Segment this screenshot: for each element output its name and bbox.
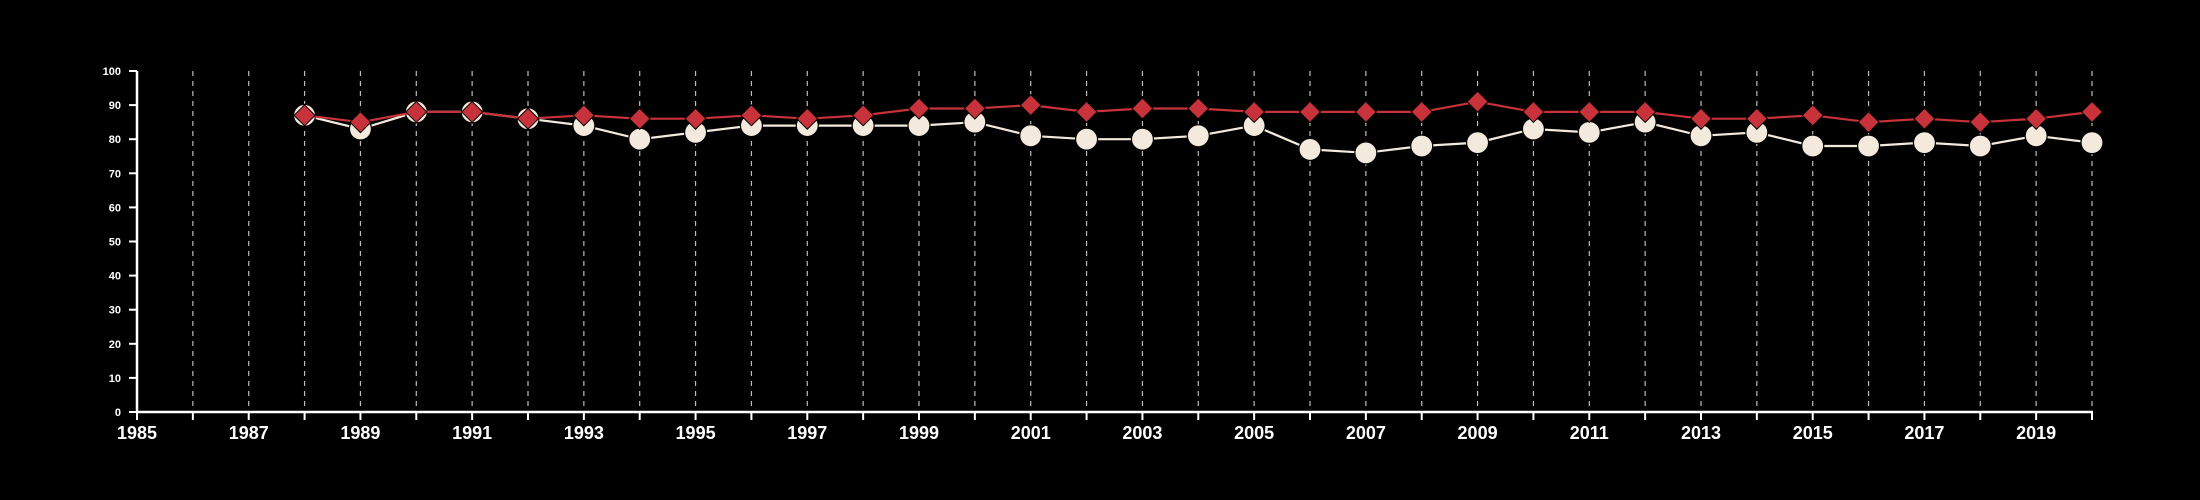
data-point-diamond: [2024, 107, 2048, 130]
series-diamond: [293, 90, 2104, 134]
data-point-circle: [1856, 134, 1881, 158]
series-layer: [292, 90, 2104, 165]
y-tick-label: 100: [103, 66, 121, 78]
data-point-circle: [1354, 141, 1378, 165]
y-tick-label: 80: [109, 134, 121, 146]
x-tick-label: 2015: [1793, 423, 1833, 443]
data-point-diamond: [628, 107, 651, 130]
y-tick-label: 20: [109, 339, 121, 351]
axes: 1985 1987 1989 1991 1993 1995 1997 1999 2001 2003…: [103, 66, 2093, 443]
data-point-circle: [1801, 134, 1825, 158]
data-point-diamond: [460, 100, 484, 124]
data-point-circle: [1019, 124, 1043, 148]
y-tick-label: 10: [109, 373, 121, 385]
x-tick-label: 2003: [1122, 423, 1162, 443]
x-tick-label: 1991: [452, 423, 492, 443]
data-point-circle: [1186, 124, 1210, 148]
data-point-diamond: [1410, 100, 1433, 124]
data-point-diamond: [1689, 107, 1713, 130]
data-point-diamond: [1466, 90, 1489, 113]
data-point-circle: [628, 127, 652, 151]
data-point-circle: [1074, 127, 1099, 151]
data-point-diamond: [349, 110, 372, 134]
data-point-diamond: [1857, 110, 1880, 134]
data-point-diamond: [2080, 100, 2104, 124]
x-tick-label: 2013: [1681, 423, 1721, 443]
data-point-circle: [1968, 134, 1992, 158]
data-point-diamond: [1913, 107, 1936, 130]
data-point-diamond: [684, 107, 707, 130]
data-point-diamond: [1075, 100, 1098, 124]
data-point-diamond: [740, 104, 763, 127]
data-point-circle: [1410, 134, 1434, 158]
x-tick-label: 2009: [1458, 423, 1498, 443]
x-tick-label: 1997: [787, 423, 827, 443]
data-point-circle: [1465, 131, 1490, 155]
data-point-circle: [1912, 131, 1937, 155]
x-tick-label: 2005: [1234, 423, 1274, 443]
x-tick-label: 1993: [564, 423, 604, 443]
x-tick-label: 2017: [1904, 423, 1944, 443]
data-point-circle: [1298, 137, 1322, 162]
data-point-diamond: [851, 104, 875, 127]
data-point-diamond: [1298, 100, 1322, 124]
x-tick-label: 1995: [676, 423, 716, 443]
data-point-diamond: [293, 104, 316, 127]
data-point-diamond: [1578, 100, 1601, 124]
x-tick-label: 1987: [229, 423, 269, 443]
data-point-diamond: [1354, 100, 1378, 124]
data-point-diamond: [405, 100, 428, 124]
y-tick-label: 70: [109, 168, 121, 180]
y-tick-label: 60: [109, 202, 121, 214]
x-tick-label: 1989: [340, 423, 380, 443]
data-point-diamond: [1745, 107, 1769, 130]
y-tick-label: 40: [109, 271, 121, 283]
y-tick-label: 0: [115, 407, 121, 419]
data-point-diamond: [796, 107, 819, 130]
data-point-diamond: [1969, 110, 1992, 134]
y-tick-label: 90: [109, 100, 121, 112]
data-point-diamond: [1522, 100, 1545, 124]
x-tick-label: 2019: [2016, 423, 2056, 443]
x-tick-label: 1999: [899, 423, 939, 443]
data-point-diamond: [1131, 97, 1154, 120]
data-point-diamond: [963, 97, 987, 120]
data-point-diamond: [1801, 104, 1824, 127]
x-tick-label: 2011: [1570, 423, 1609, 443]
data-point-circle: [1577, 120, 1601, 144]
data-point-circle: [1130, 127, 1155, 151]
data-point-diamond: [1187, 97, 1210, 120]
data-point-diamond: [572, 104, 596, 127]
x-tick-label: 2001: [1011, 423, 1051, 443]
y-tick-label: 50: [109, 237, 121, 249]
x-tick-label: 2007: [1346, 423, 1386, 443]
x-tick-label: 1985: [117, 423, 157, 443]
data-point-diamond: [1019, 93, 1042, 117]
data-point-diamond: [1633, 100, 1657, 124]
data-point-circle: [2080, 131, 2104, 155]
y-tick-label: 30: [109, 305, 121, 317]
vertical-grid-lines: [192, 71, 2093, 412]
data-point-diamond: [516, 107, 540, 130]
data-point-diamond: [1242, 100, 1266, 124]
data-point-diamond: [907, 97, 931, 120]
